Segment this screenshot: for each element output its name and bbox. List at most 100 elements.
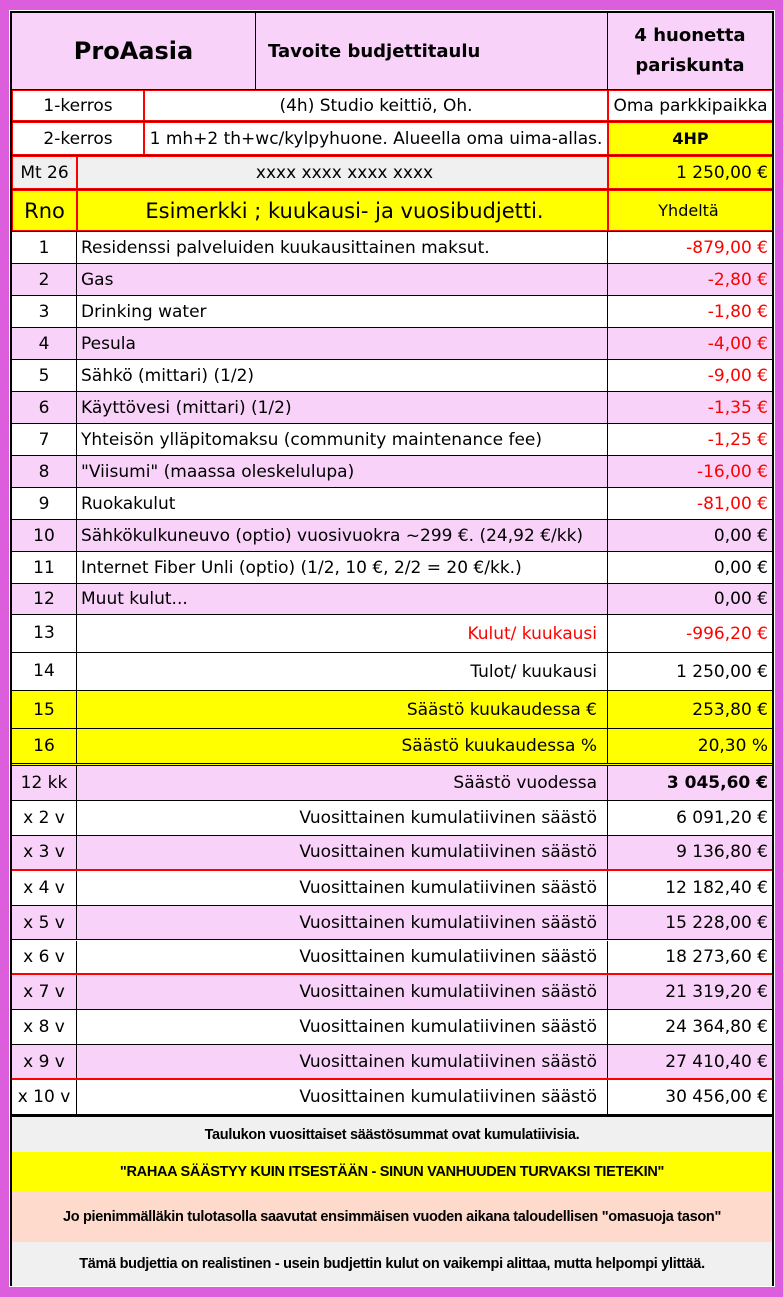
row-number: 10 — [12, 520, 77, 551]
row-label: Vuosittainen kumulatiivinen säästö — [77, 800, 608, 835]
header-row: ProAasia Tavoite budjettitaulu 4 huonett… — [12, 13, 772, 90]
footer-disclaimer: Tämä budjettia on realistinen - usein bu… — [12, 1242, 772, 1286]
row-number: 6 — [12, 392, 77, 423]
yearly-savings-row: x 10 v Vuosittainen kumulatiivinen sääst… — [12, 1080, 772, 1115]
row-label: Vuosittainen kumulatiivinen säästö — [77, 835, 608, 869]
row-value: 6 091,20 € — [676, 807, 768, 828]
row-label: Ruokakulut — [77, 488, 608, 519]
row-value: 0,00 € — [713, 589, 768, 609]
footer-slogan: "RAHAA SÄÄSTYY KUIN ITSESTÄÄN - SINUN VA… — [12, 1152, 772, 1192]
expense-row: 10 Sähkökulkuneuvo (optio) vuosivuokra ~… — [12, 520, 772, 552]
budget-sheet: ProAasia Tavoite budjettitaulu 4 huonett… — [9, 10, 775, 1287]
yearly-savings-row: x 2 v Vuosittainen kumulatiivinen säästö… — [12, 800, 772, 836]
row-value: -81,00 € — [696, 493, 768, 514]
row-value: 3 045,60 € — [666, 772, 768, 793]
row-label: Säästö vuodessa — [77, 766, 608, 800]
income-label: Mt 26 — [12, 156, 77, 189]
row-label: Vuosittainen kumulatiivinen säästö — [77, 905, 608, 940]
row-value: 9 136,80 € — [676, 842, 768, 863]
expense-row: 12 Muut kulut... 0,00 € — [12, 584, 772, 616]
row-number: 12 — [12, 584, 77, 614]
row-number: 15 — [12, 691, 77, 728]
row-number: 1 — [12, 232, 77, 263]
brand-title: ProAasia — [12, 13, 256, 89]
row-label: Säästö kuukaudessa € — [77, 691, 608, 728]
expense-row: 4 Pesula -4,00 € — [12, 328, 772, 360]
row-label: Vuosittainen kumulatiivinen säästö — [77, 940, 608, 974]
row-value: 253,80 € — [692, 699, 768, 720]
total-row: 13 Kulut/ kuukausi -996,20 € — [12, 615, 772, 653]
row-label: Pesula — [77, 328, 608, 359]
row-number: x 6 v — [12, 940, 77, 974]
row-number: 5 — [12, 360, 77, 391]
row-label: "Viisumi" (maassa oleskelulupa) — [77, 456, 608, 487]
row-label: Vuosittainen kumulatiivinen säästö — [77, 870, 608, 905]
row-label: Käyttövesi (mittari) (1/2) — [77, 392, 608, 423]
floor-label: 2-kerros — [12, 122, 144, 155]
income-value: 1 250,00 € — [608, 156, 772, 189]
floor-label: 1-kerros — [12, 90, 144, 121]
row-number: x 3 v — [12, 835, 77, 869]
row-number: 3 — [12, 296, 77, 327]
yearly-savings-row: x 4 v Vuosittainen kumulatiivinen säästö… — [12, 870, 772, 906]
footer-info: Jo pienimmälläkin tulotasolla saavutat e… — [12, 1192, 772, 1242]
row-value: 30 456,00 € — [665, 1087, 768, 1108]
row-label: Vuosittainen kumulatiivinen säästö — [77, 975, 608, 1010]
row-label: Residenssi palveluiden kuukausittainen m… — [77, 232, 608, 263]
row-label: Säästö kuukaudessa % — [77, 729, 608, 763]
expense-row: 7 Yhteisön ylläpitomaksu (community main… — [12, 424, 772, 456]
row-value: 20,30 % — [697, 736, 768, 756]
expense-row: 6 Käyttövesi (mittari) (1/2) -1,35 € — [12, 392, 772, 424]
yearly-savings-row: 12 kk Säästö vuodessa 3 045,60 € — [12, 766, 772, 801]
income-row: Mt 26 xxxx xxxx xxxx xxxx 1 250,00 € — [12, 156, 772, 190]
expense-row: 3 Drinking water -1,80 € — [12, 296, 772, 328]
row-value: -879,00 € — [686, 237, 768, 258]
row-number: x 4 v — [12, 870, 77, 905]
footer-note: Taulukon vuosittaiset säästösummat ovat … — [12, 1115, 772, 1152]
row-value: 18 273,60 € — [665, 946, 768, 967]
apartment-type: 4 huonetta pariskunta — [608, 13, 772, 89]
row-number: 13 — [12, 615, 77, 652]
row-number: 14 — [12, 653, 77, 690]
row-number: 9 — [12, 488, 77, 519]
row-value: -1,80 € — [707, 301, 768, 322]
row-number: 2 — [12, 264, 77, 295]
row-label: Muut kulut... — [77, 584, 608, 614]
yearly-savings-row: x 8 v Vuosittainen kumulatiivinen säästö… — [12, 1010, 772, 1046]
row-value: 0,00 € — [713, 557, 768, 578]
row-value: 12 182,40 € — [665, 877, 768, 898]
floor-1-row: 1-kerros (4h) Studio keittiö, Oh. Oma pa… — [12, 90, 772, 122]
col-title: Esimerkki ; kuukausi- ja vuosibudjetti. — [77, 190, 608, 231]
row-number: 7 — [12, 424, 77, 455]
row-value: -2,80 € — [707, 269, 768, 290]
row-label: Sähkökulkuneuvo (optio) vuosivuokra ~299… — [77, 520, 608, 551]
sheet-title: Tavoite budjettitaulu — [256, 13, 608, 89]
yearly-savings-row: x 7 v Vuosittainen kumulatiivinen säästö… — [12, 975, 772, 1011]
floor-desc: 1 mh+2 th+wc/kylpyhuone. Alueella oma ui… — [144, 122, 608, 155]
row-label: Vuosittainen kumulatiivinen säästö — [77, 1010, 608, 1045]
row-number: 16 — [12, 729, 77, 763]
income-desc: xxxx xxxx xxxx xxxx — [77, 156, 608, 189]
total-row: 16 Säästö kuukaudessa % 20,30 % — [12, 729, 772, 766]
row-value: -1,25 € — [707, 429, 768, 450]
row-value: -996,20 € — [686, 623, 768, 644]
row-number: x 10 v — [12, 1080, 77, 1114]
parking-info: Oma parkkipaikka — [608, 90, 772, 121]
yearly-savings-row: x 9 v Vuosittainen kumulatiivinen säästö… — [12, 1045, 772, 1081]
row-number: 12 kk — [12, 766, 77, 800]
yearly-savings-row: x 5 v Vuosittainen kumulatiivinen säästö… — [12, 905, 772, 941]
code-badge: 4HP — [608, 122, 772, 155]
total-row: 14 Tulot/ kuukausi 1 250,00 € — [12, 653, 772, 691]
row-number: 4 — [12, 328, 77, 359]
row-number: x 9 v — [12, 1045, 77, 1079]
row-label: Sähkö (mittari) (1/2) — [77, 360, 608, 391]
expense-row: 2 Gas -2,80 € — [12, 264, 772, 296]
row-label: Internet Fiber Unli (optio) (1/2, 10 €, … — [77, 552, 608, 583]
row-value: 27 410,40 € — [665, 1051, 768, 1072]
yearly-savings-row: x 6 v Vuosittainen kumulatiivinen säästö… — [12, 940, 772, 976]
row-value: 0,00 € — [713, 525, 768, 546]
row-label: Drinking water — [77, 296, 608, 327]
row-label: Vuosittainen kumulatiivinen säästö — [77, 1080, 608, 1114]
row-number: x 8 v — [12, 1010, 77, 1045]
row-label: Kulut/ kuukausi — [77, 615, 608, 652]
